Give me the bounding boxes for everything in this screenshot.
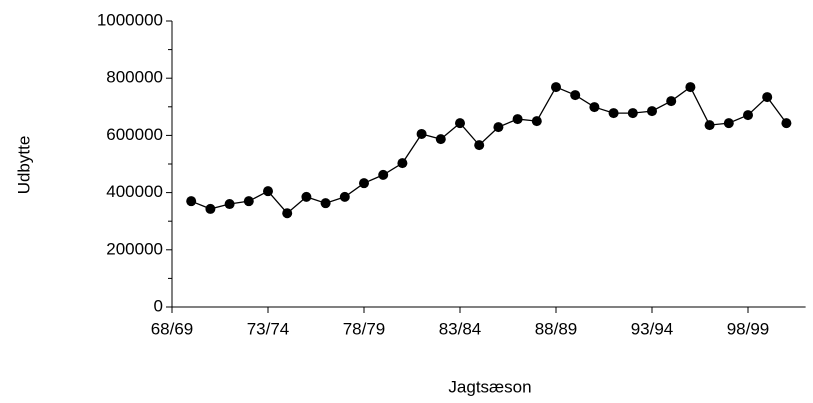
y-tick-label: 600000 xyxy=(106,125,163,144)
point xyxy=(512,114,523,125)
x-tick-label: 98/99 xyxy=(727,319,770,338)
point xyxy=(647,106,657,117)
y-tick-label: 200000 xyxy=(106,239,163,258)
point xyxy=(743,110,753,121)
point xyxy=(263,186,273,197)
x-axis-label: Jagtsæson xyxy=(448,377,531,396)
y-axis-label: Udbytte xyxy=(14,136,33,195)
point xyxy=(493,122,504,133)
y-tick-label: 400000 xyxy=(106,182,163,201)
x-tick-label: 93/94 xyxy=(631,319,674,338)
y-tick-label: 1000000 xyxy=(97,10,163,29)
point xyxy=(589,102,600,113)
x-tick-label: 73/74 xyxy=(247,319,290,338)
point xyxy=(186,196,197,207)
point xyxy=(781,118,792,129)
point xyxy=(397,158,408,169)
point xyxy=(627,108,638,119)
point xyxy=(704,120,715,131)
point xyxy=(723,118,734,129)
x-tick-label: 83/84 xyxy=(439,319,482,338)
line xyxy=(190,86,787,215)
point xyxy=(685,82,696,93)
point xyxy=(243,196,254,207)
point xyxy=(378,169,389,180)
point xyxy=(339,191,350,202)
point xyxy=(455,118,465,129)
point xyxy=(416,128,427,139)
point xyxy=(608,108,619,119)
point xyxy=(359,178,369,189)
x-tick-label: 68/69 xyxy=(151,319,194,338)
point xyxy=(224,199,235,210)
x-tick-label: 88/89 xyxy=(535,319,578,338)
y-tick-label: 0 xyxy=(154,296,163,315)
y-tick-label: 800000 xyxy=(106,68,163,87)
point xyxy=(435,134,446,145)
point xyxy=(551,82,561,93)
point xyxy=(570,90,581,101)
point xyxy=(320,198,331,209)
point xyxy=(282,208,293,219)
point xyxy=(666,96,677,107)
point xyxy=(301,191,312,202)
point xyxy=(474,140,485,151)
point xyxy=(762,92,773,103)
point xyxy=(531,116,542,127)
point xyxy=(205,203,216,214)
x-tick-label: 78/79 xyxy=(343,319,386,338)
